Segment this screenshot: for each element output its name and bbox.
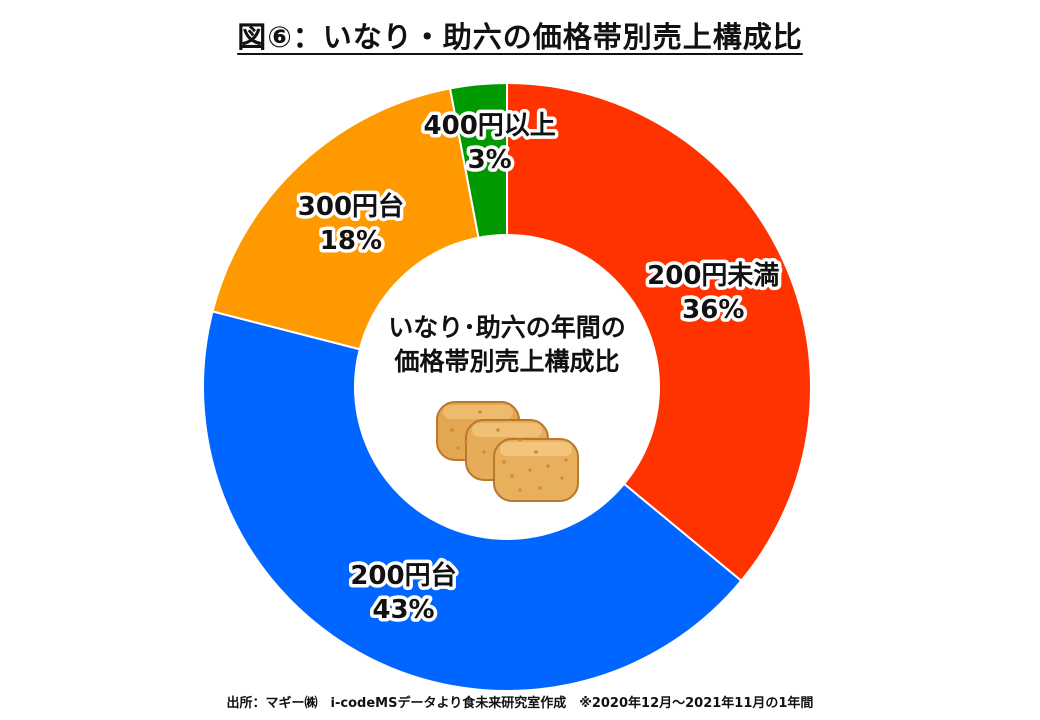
- inari-sushi-icon: [436, 401, 579, 502]
- slice-value-under-200: 36%: [682, 295, 744, 325]
- source-note: 出所：マギー㈱ i-codeMSデータより食未来研究室作成 ※2020年12月～…: [226, 696, 814, 711]
- center-label-group: いなり･助六の年間の 価格帯別売上構成比: [388, 313, 626, 376]
- center-label-line-2: 価格帯別売上構成比: [393, 347, 619, 376]
- slice-value-200s: 43%: [372, 595, 434, 625]
- slice-labels-group: 200円未満 36% 200円台 43% 300円台 18% 400円以上 3%: [294, 108, 783, 629]
- slice-label-300s: 300円台: [298, 191, 404, 222]
- donut-hole: [354, 234, 660, 540]
- slice-under-200: [506, 81, 812, 583]
- slice-label-200s: 200円台: [350, 560, 456, 591]
- slice-label-under-200: 200円未満: [647, 261, 779, 291]
- slice-label-400-plus: 400円以上: [424, 111, 556, 141]
- slice-value-400-plus: 3%: [468, 145, 512, 175]
- chart-title: 図⑥：いなり・助六の価格帯別売上構成比: [237, 20, 803, 54]
- center-label-line-1: いなり･助六の年間の: [388, 313, 626, 342]
- slice-value-300s: 18%: [320, 226, 382, 256]
